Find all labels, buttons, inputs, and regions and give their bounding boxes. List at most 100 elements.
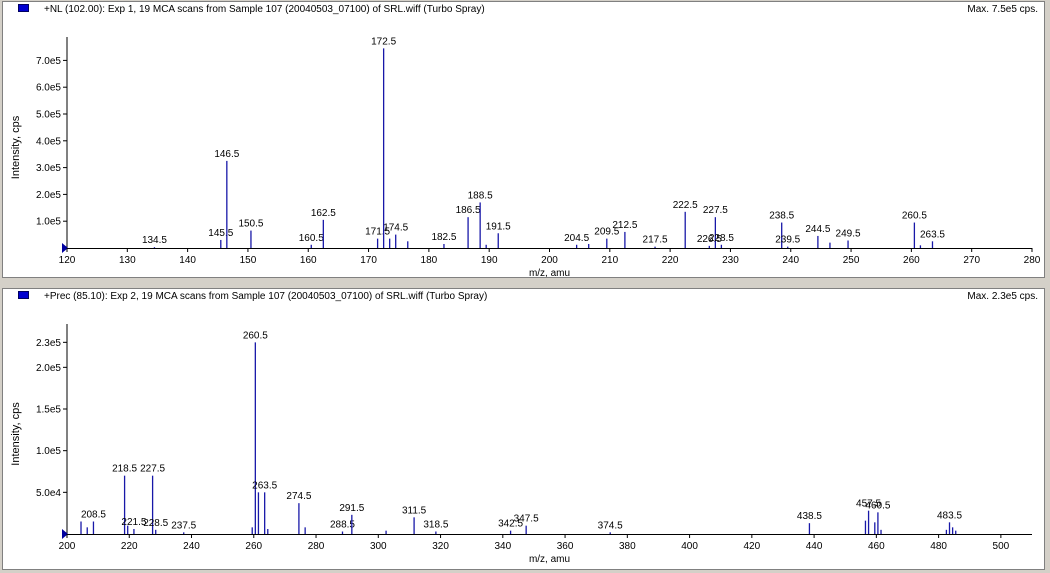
x-tick-label: 130 [119, 255, 136, 266]
peak-label: 171.5 [365, 227, 390, 238]
peak-label: 288.5 [330, 520, 355, 531]
x-tick-label: 260 [245, 541, 262, 552]
x-tick-label: 200 [59, 541, 76, 552]
peak-label: 146.5 [214, 149, 239, 160]
peak-label: 374.5 [598, 520, 623, 531]
y-tick-label: 5.0e4 [36, 488, 61, 499]
peak-label: 263.5 [920, 229, 945, 240]
peak-label: 347.5 [514, 514, 539, 525]
peak-label: 182.5 [431, 232, 456, 243]
x-tick-label: 380 [619, 541, 636, 552]
peak-label: 218.5 [112, 464, 137, 475]
y-tick-label: 1.0e5 [36, 217, 61, 228]
x-tick-label: 230 [722, 255, 739, 266]
peak-label: 228.5 [143, 518, 168, 529]
peak-label: 228.5 [709, 233, 734, 244]
peak-label: 227.5 [703, 205, 728, 216]
x-tick-label: 140 [179, 255, 196, 266]
peak-label: 134.5 [142, 235, 167, 246]
peak-label: 162.5 [311, 208, 336, 219]
peak-label: 244.5 [805, 224, 830, 235]
x-tick-label: 150 [240, 255, 257, 266]
axis-origin-marker [62, 529, 68, 539]
peak-label: 208.5 [81, 510, 106, 521]
peak-label: 217.5 [643, 235, 668, 246]
x-tick-label: 360 [557, 541, 574, 552]
y-tick-label: 6.0e5 [36, 83, 61, 94]
y-tick-label: 7.0e5 [36, 56, 61, 67]
x-tick-label: 210 [601, 255, 618, 266]
x-axis-label: m/z, amu [529, 554, 570, 565]
peak-label: 204.5 [564, 233, 589, 244]
x-tick-label: 170 [360, 255, 377, 266]
peak-label: 438.5 [797, 511, 822, 522]
x-tick-label: 280 [308, 541, 325, 552]
y-tick-label: 2.0e5 [36, 363, 61, 374]
x-tick-label: 480 [930, 541, 947, 552]
peak-label: 239.5 [775, 235, 800, 246]
spectrum-pane-prec: +Prec (85.10): Exp 2, 19 MCA scans from … [2, 288, 1045, 570]
x-tick-label: 400 [681, 541, 698, 552]
peak-label: 222.5 [673, 200, 698, 211]
peak-label: 260.5 [243, 330, 268, 341]
x-axis-label: m/z, amu [529, 268, 570, 277]
x-tick-label: 250 [843, 255, 860, 266]
x-tick-label: 340 [494, 541, 511, 552]
x-tick-label: 190 [481, 255, 498, 266]
peak-label: 191.5 [486, 221, 511, 232]
y-tick-label: 2.3e5 [36, 338, 61, 349]
pane-title: +NL (102.00): Exp 1, 19 MCA scans from S… [44, 4, 485, 15]
spectrum-pane-nl: +NL (102.00): Exp 1, 19 MCA scans from S… [2, 1, 1045, 278]
x-tick-label: 180 [421, 255, 438, 266]
peak-label: 221.5 [121, 517, 146, 528]
peak-label: 263.5 [252, 480, 277, 491]
x-tick-label: 440 [806, 541, 823, 552]
x-tick-label: 460 [868, 541, 885, 552]
y-axis-label: Intensity, cps [10, 402, 22, 466]
peak-label: 226.5 [697, 234, 722, 245]
peak-label: 457.5 [856, 499, 881, 510]
x-tick-label: 280 [1024, 255, 1041, 266]
peak-label: 274.5 [286, 491, 311, 502]
max-intensity-label: Max. 2.3e5 cps. [967, 291, 1038, 302]
x-tick-label: 320 [432, 541, 449, 552]
x-tick-label: 420 [743, 541, 760, 552]
peak-label: 145.5 [208, 228, 233, 239]
peak-label: 227.5 [140, 464, 165, 475]
x-tick-label: 500 [993, 541, 1010, 552]
x-tick-label: 260 [903, 255, 920, 266]
peak-label: 160.5 [299, 233, 324, 244]
max-intensity-label: Max. 7.5e5 cps. [967, 4, 1038, 15]
pane-header: +Prec (85.10): Exp 2, 19 MCA scans from … [3, 289, 1044, 305]
peak-label: 460.5 [865, 500, 890, 511]
peak-label: 291.5 [339, 503, 364, 514]
peak-label: 483.5 [937, 510, 962, 521]
y-tick-label: 1.0e5 [36, 446, 61, 457]
spectrum-chart-prec[interactable]: 200 220 240 260 280 300 320 340 360 380 400 420 440 4… [3, 289, 1044, 569]
peak-label: 318.5 [423, 520, 448, 531]
peak-label: 186.5 [456, 205, 481, 216]
peak-label: 238.5 [769, 211, 794, 222]
series-color-swatch[interactable] [18, 4, 29, 12]
peak-label: 188.5 [468, 190, 493, 201]
pane-header: +NL (102.00): Exp 1, 19 MCA scans from S… [3, 2, 1044, 18]
peak-label: 209.5 [594, 227, 619, 238]
y-tick-label: 5.0e5 [36, 110, 61, 121]
peak-label: 311.5 [402, 505, 427, 516]
y-axis-label: Intensity, cps [10, 115, 22, 179]
peak-label: 249.5 [836, 228, 861, 239]
x-tick-label: 300 [370, 541, 387, 552]
series-color-swatch[interactable] [18, 291, 29, 299]
peak-label: 237.5 [171, 520, 196, 531]
peak-label: 150.5 [238, 219, 263, 230]
x-tick-label: 270 [963, 255, 980, 266]
y-tick-label: 1.5e5 [36, 405, 61, 416]
spectrum-chart-nl[interactable]: 120 130 140 150 160 170 180 190 200 210 220 230 240 2… [3, 2, 1044, 277]
pane-title: +Prec (85.10): Exp 2, 19 MCA scans from … [44, 291, 488, 302]
x-tick-label: 240 [183, 541, 200, 552]
x-tick-label: 120 [59, 255, 76, 266]
peak-label: 342.5 [498, 519, 523, 530]
peak-label: 260.5 [902, 211, 927, 222]
peak-label: 174.5 [383, 223, 408, 234]
x-tick-label: 160 [300, 255, 317, 266]
